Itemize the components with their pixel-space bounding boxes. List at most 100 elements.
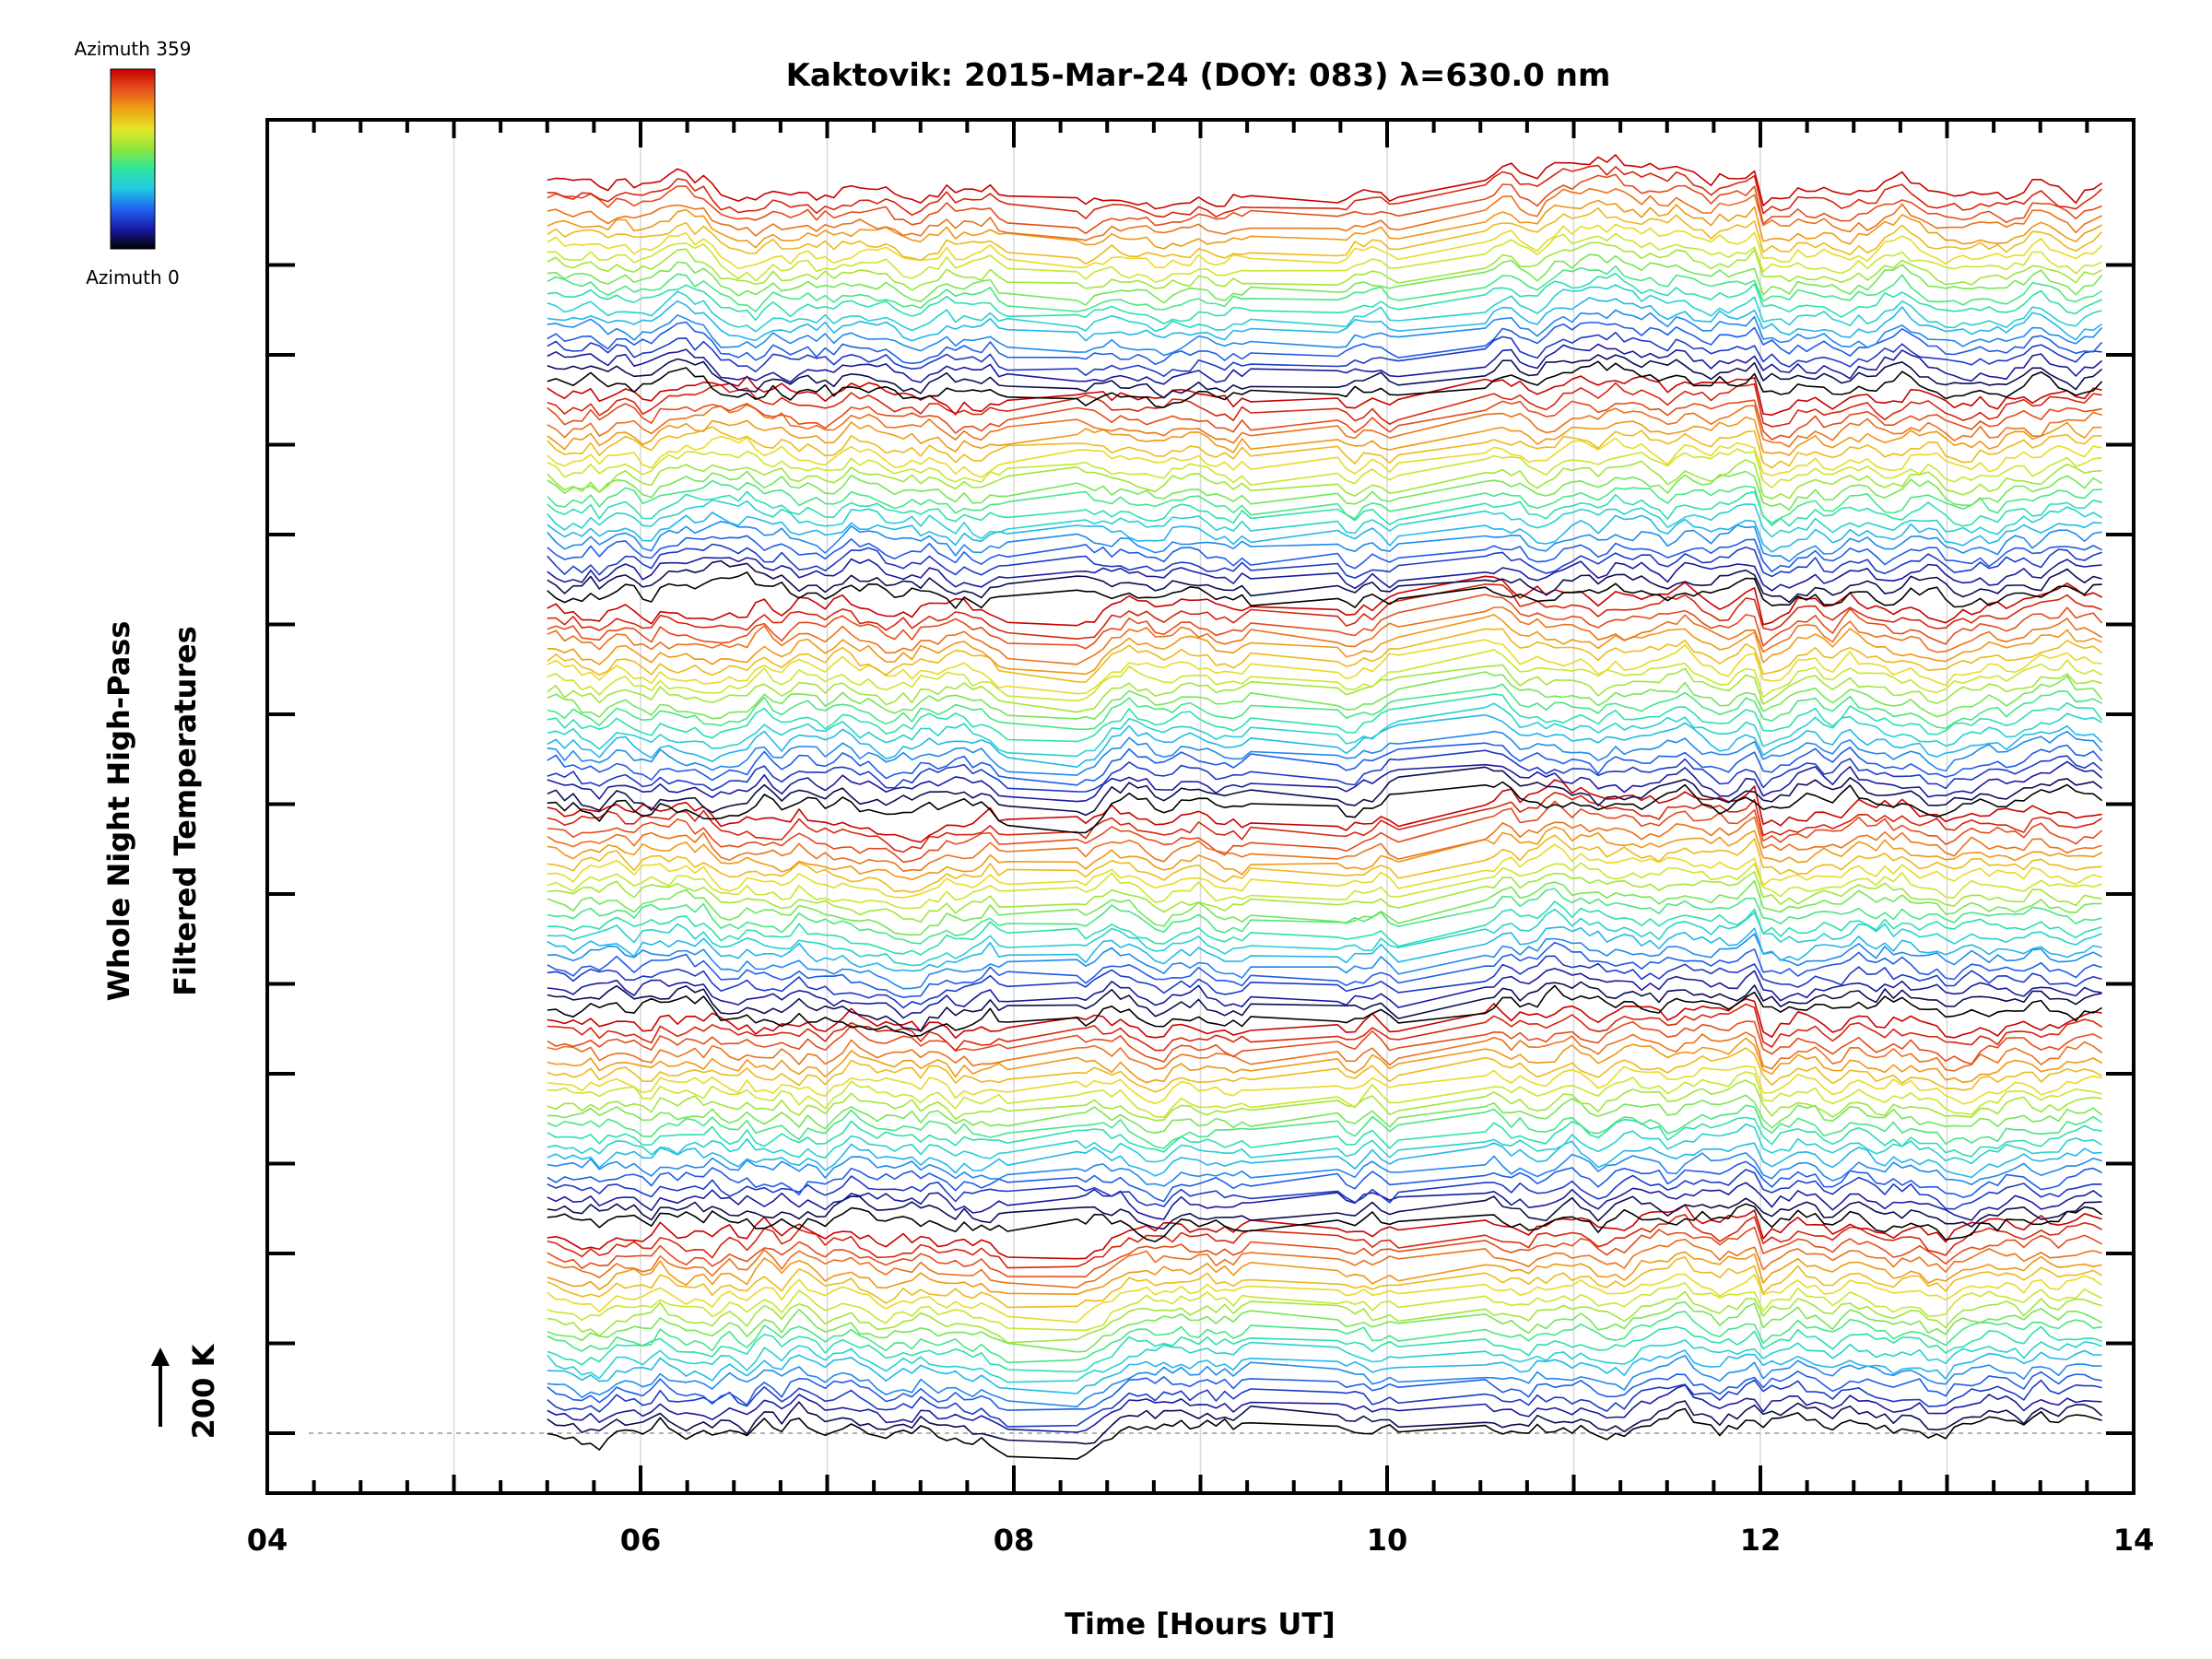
series-line xyxy=(547,559,2102,604)
series-line xyxy=(547,1290,2102,1344)
series-line xyxy=(547,207,2103,265)
series-line xyxy=(547,713,2103,769)
x-axis-label: Time [Hours UT] xyxy=(1065,1606,1335,1641)
series-line xyxy=(547,448,2102,488)
series-line xyxy=(547,871,2102,924)
series-line xyxy=(547,671,2103,721)
series-line xyxy=(547,321,2103,366)
x-gridlines xyxy=(453,123,1948,1490)
series-line xyxy=(547,1311,2102,1364)
series-line xyxy=(547,360,2103,408)
series-line xyxy=(547,614,2102,676)
series-line xyxy=(547,955,2102,1009)
series-line xyxy=(547,888,2102,945)
scale-label: 200 K xyxy=(186,1343,221,1439)
series-line xyxy=(547,535,2102,573)
series-line xyxy=(547,1203,2103,1242)
series-line xyxy=(547,490,2102,527)
series-line xyxy=(547,742,2103,786)
series-line xyxy=(547,309,2103,357)
series-line xyxy=(547,1400,2103,1445)
series-line xyxy=(547,479,2102,524)
series-line xyxy=(547,187,2102,241)
series-line xyxy=(547,571,2102,609)
scale-indicator: 200 K xyxy=(151,1343,221,1439)
series-line xyxy=(547,1169,2102,1210)
series-line xyxy=(547,834,2102,893)
series-line xyxy=(547,223,2103,270)
series-line xyxy=(547,499,2103,540)
series-line xyxy=(547,702,2102,758)
series-line xyxy=(547,628,2103,683)
series-line xyxy=(547,1379,2102,1428)
series-line xyxy=(547,779,2102,843)
series-line xyxy=(547,520,2102,563)
y-axis-label-line1: Whole Night High-Pass xyxy=(101,621,136,1002)
series-line xyxy=(547,470,2103,512)
series-line xyxy=(547,1325,2102,1373)
series-line xyxy=(547,1047,2102,1093)
series-line xyxy=(547,241,2102,291)
series-line xyxy=(547,426,2102,469)
series-line xyxy=(547,1251,2102,1295)
series-line xyxy=(547,404,2102,448)
series-line xyxy=(547,173,2102,234)
series-line xyxy=(547,730,2103,776)
series-line xyxy=(547,1037,2103,1084)
series-line xyxy=(547,265,2103,312)
chart-title: Kaktovik: 2015-Mar-24 (DOY: 083) λ=630.0… xyxy=(786,57,1611,94)
series-line xyxy=(547,164,2103,219)
series-line xyxy=(547,557,2102,592)
series-line xyxy=(547,862,2102,910)
series-line xyxy=(547,575,2102,627)
series-line xyxy=(547,416,2102,456)
series-line xyxy=(547,1226,2102,1278)
series-line xyxy=(547,826,2102,881)
series-line xyxy=(547,1300,2102,1353)
series-line xyxy=(547,1104,2103,1149)
series-line xyxy=(547,583,2102,641)
series-line xyxy=(547,331,2102,378)
y-axis-label-line2: Filtered Temperatures xyxy=(168,626,203,996)
series-line xyxy=(547,1349,2102,1394)
series-line xyxy=(547,253,2103,306)
series-line xyxy=(547,399,2102,441)
series-line xyxy=(547,1407,2102,1460)
series-line xyxy=(547,800,2103,864)
series-line xyxy=(547,1116,2102,1158)
series-line xyxy=(547,1204,2102,1260)
series-line xyxy=(547,1195,2102,1230)
x-tick-label: 06 xyxy=(620,1523,662,1558)
series-line xyxy=(547,297,2103,342)
series-line xyxy=(547,512,2102,553)
series-line xyxy=(547,760,2103,803)
series-line xyxy=(547,284,2102,333)
x-tick-label: 08 xyxy=(994,1523,1035,1558)
series-line xyxy=(547,941,2102,998)
series-line xyxy=(547,1355,2102,1408)
series-line xyxy=(547,1020,2102,1065)
series-line xyxy=(547,1273,2103,1324)
series-line xyxy=(547,1256,2103,1309)
scale-arrow-head xyxy=(151,1347,170,1366)
series-line xyxy=(547,1214,2102,1269)
colorbar-gradient xyxy=(110,68,156,250)
x-tick-label: 14 xyxy=(2113,1523,2155,1558)
series-line xyxy=(547,1140,2102,1179)
series-line xyxy=(547,981,2102,1032)
series-line xyxy=(547,766,2103,817)
series-line xyxy=(547,749,2103,793)
x-tick-labels: 04 06 08 10 12 14 xyxy=(247,1523,2155,1558)
series-line xyxy=(547,843,2102,899)
series-line xyxy=(547,908,2102,967)
series-line xyxy=(547,1371,2102,1411)
series-line xyxy=(547,683,2102,731)
series-line xyxy=(547,1071,2102,1119)
series-line xyxy=(547,900,2102,956)
colorbar-bottom-label: Azimuth 0 xyxy=(86,266,180,288)
colorbar-top-label: Azimuth 359 xyxy=(75,38,192,60)
series-line xyxy=(547,1065,2102,1105)
series-line xyxy=(547,664,2102,713)
series-line xyxy=(547,998,2102,1039)
